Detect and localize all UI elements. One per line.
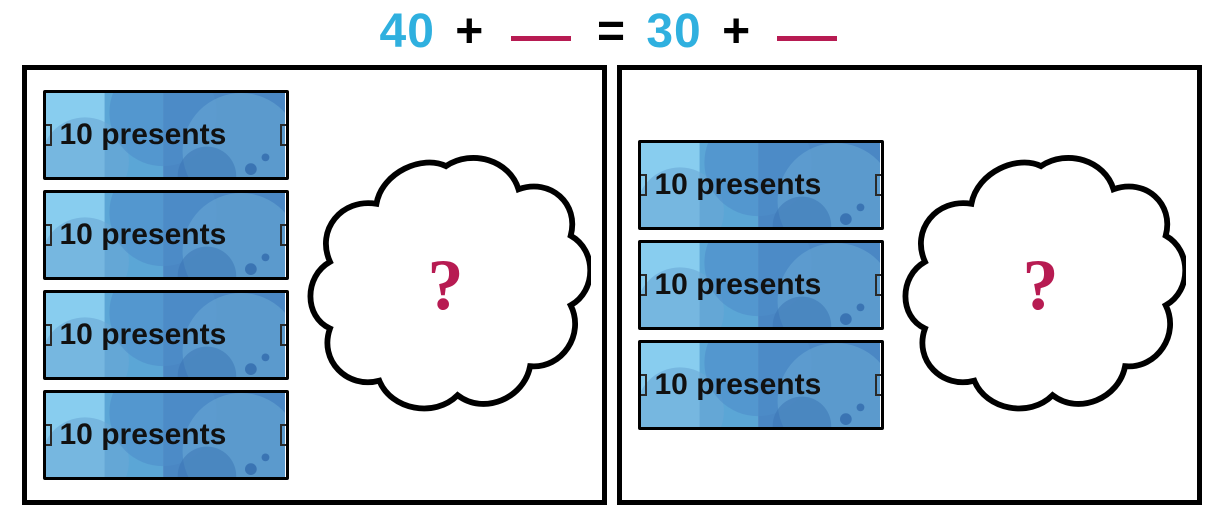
equation-blank-2[interactable] [777,36,837,41]
present-box: 10 presents [638,140,884,230]
question-mark-left: ? [428,244,464,327]
panel-right: 10 presents 10 presents 10 presents ? [617,65,1202,505]
cloud-right: ? [896,140,1186,430]
present-box-label: 10 presents [655,168,822,202]
boxes-right: 10 presents 10 presents 10 presents [638,140,884,430]
question-mark-right: ? [1023,244,1059,327]
present-box-label: 10 presents [655,368,822,402]
present-box: 10 presents [638,340,884,430]
boxes-left: 10 presents 10 presents 10 presents 10 pres… [43,90,289,480]
present-box-label: 10 presents [60,218,227,252]
present-box: 10 presents [43,390,289,480]
present-box-label: 10 presents [655,268,822,302]
equation-plus-2: + [722,5,751,58]
equation-equals: = [597,5,626,58]
cloud-left: ? [301,140,591,430]
present-box-label: 10 presents [60,318,227,352]
equation-right-number: 30 [646,5,701,58]
panel-left: 10 presents 10 presents 10 presents 10 pres… [22,65,607,505]
equation-row: 40 + = 30 + [0,0,1223,59]
present-box: 10 presents [43,90,289,180]
panels-container: 10 presents10 presents10 presents10 pres… [0,65,1223,505]
present-box: 10 presents [43,190,289,280]
present-box: 10 presents [638,240,884,330]
present-box-label: 10 presents [60,418,227,452]
present-box-label: 10 presents [60,118,227,152]
equation-plus-1: + [455,5,484,58]
present-box: 10 presents [43,290,289,380]
equation-blank-1[interactable] [511,36,571,41]
equation-left-number: 40 [380,5,435,58]
